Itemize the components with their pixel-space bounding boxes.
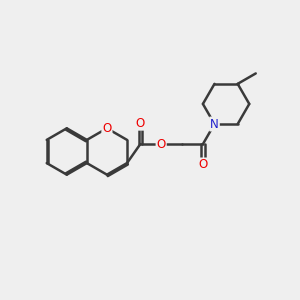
Text: N: N [210, 118, 219, 130]
Text: O: O [102, 122, 112, 135]
Text: O: O [157, 138, 166, 151]
Text: O: O [198, 158, 208, 172]
Text: O: O [136, 117, 145, 130]
